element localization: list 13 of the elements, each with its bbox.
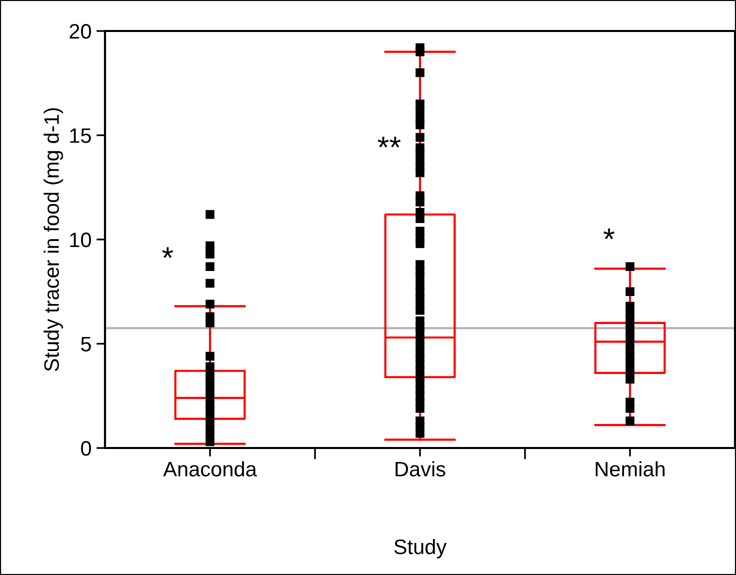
y-tick-label: 0 — [81, 441, 91, 456]
annotation: * — [604, 228, 614, 240]
annotation: * — [162, 247, 174, 258]
y-tick-label: 10 — [70, 232, 91, 248]
x-tick-label: Anaconda — [163, 461, 257, 476]
y-tick-label: 5 — [81, 336, 91, 352]
x-tick-label: Nemiah — [596, 461, 665, 476]
x-tick-label: Davis — [396, 461, 446, 476]
x-axis-title: Study — [394, 538, 447, 558]
y-axis-title: Study tracer in food (mg d-1) — [44, 108, 64, 372]
y-tick-label: 20 — [70, 24, 91, 39]
annotation: ** — [378, 136, 401, 148]
y-tick-label: 15 — [70, 128, 91, 144]
